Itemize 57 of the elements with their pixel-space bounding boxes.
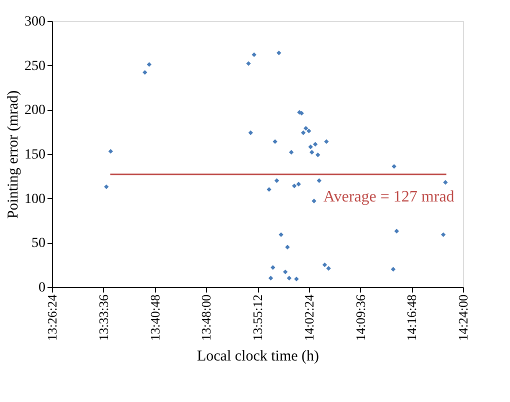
point (306, 128, 312, 134)
point (272, 139, 278, 144)
point (304, 126, 308, 131)
y-axis-title: Pointing error (mrad) (6, 90, 22, 219)
point (310, 150, 314, 155)
x-tick-label: 14:02:24 (301, 294, 316, 341)
x-tick-label: 14:09:36 (352, 294, 368, 341)
y-tick-label: 0 (38, 280, 46, 296)
y-tick-label: 100 (24, 192, 46, 207)
point (390, 266, 396, 272)
point (288, 150, 294, 155)
point (274, 178, 280, 183)
x-tick-label: 13:55:12 (250, 294, 265, 341)
point (394, 228, 399, 234)
x-tick-label: 13:33:36 (96, 294, 111, 341)
point (104, 184, 109, 190)
point (308, 144, 313, 150)
point (282, 270, 288, 274)
point (278, 232, 284, 238)
y-tick-label: 200 (24, 103, 46, 118)
point (300, 130, 306, 136)
point (440, 232, 446, 238)
point (326, 266, 331, 271)
point (294, 276, 299, 282)
point (108, 148, 113, 154)
point (276, 50, 282, 56)
point (316, 178, 322, 183)
x-axis-title: Local clock time (h) (196, 348, 320, 365)
x-tick-label: 13:26:24 (44, 294, 60, 341)
x-tick-label: 13:48:00 (198, 294, 214, 341)
x-tick-label: 14:24:00 (456, 294, 470, 341)
point (142, 70, 148, 75)
point (146, 62, 152, 67)
y-tick-label: 150 (24, 148, 46, 162)
point (322, 262, 328, 268)
y-tick-label: 250 (24, 58, 46, 74)
x-tick-label: 14:16:48 (404, 294, 420, 341)
y-tick-label: 50 (32, 236, 46, 252)
point (312, 142, 318, 147)
point (268, 276, 274, 280)
point (324, 139, 329, 144)
point (286, 276, 292, 280)
point (266, 187, 272, 192)
point (296, 182, 301, 186)
point (443, 180, 448, 185)
x-tick-label: 13:40:48 (147, 294, 162, 341)
point (270, 265, 276, 270)
y-tick-label: 300 (24, 14, 46, 30)
point (392, 164, 396, 169)
point (312, 198, 316, 204)
point (292, 184, 297, 188)
point (252, 52, 256, 58)
point (285, 244, 290, 250)
point (246, 61, 251, 66)
point (316, 152, 320, 158)
annotation: Average = 127 mrad (323, 188, 454, 206)
point (248, 130, 253, 136)
